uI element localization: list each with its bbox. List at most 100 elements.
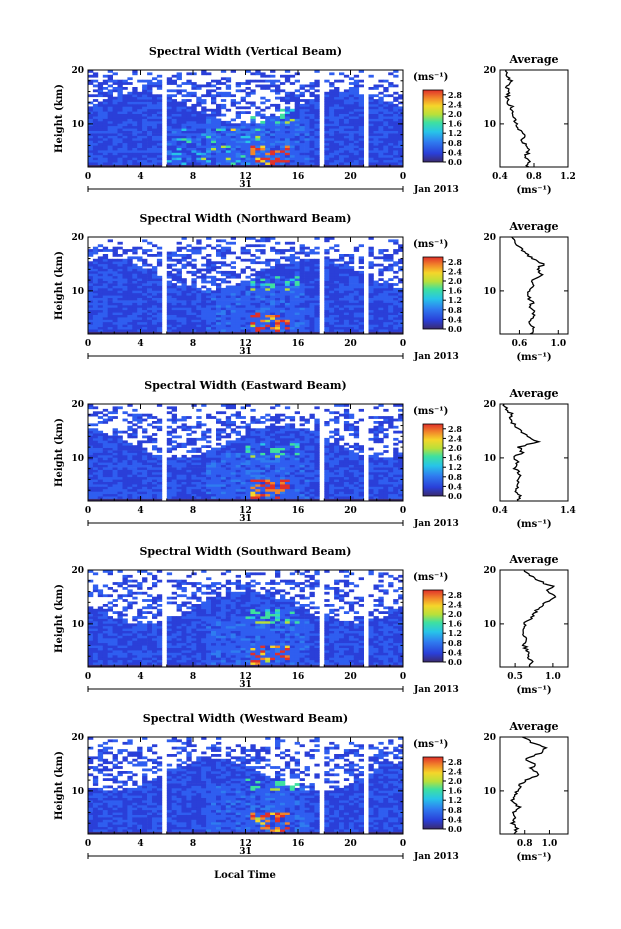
heatmap-cell — [235, 133, 241, 136]
heatmap-cell — [156, 82, 163, 85]
heatmap-cell — [122, 101, 128, 105]
heatmap-cell — [398, 159, 404, 163]
heatmap-cell — [373, 283, 379, 286]
heatmap-cell — [137, 331, 143, 335]
heatmap-cell — [294, 312, 300, 315]
heatmap-cell — [398, 331, 404, 335]
heatmap-cell — [137, 476, 143, 480]
heatmap-cell — [92, 142, 99, 146]
heatmap-cell — [147, 157, 153, 161]
heatmap-cell — [240, 285, 246, 289]
heatmap-cell — [206, 469, 212, 473]
heatmap-cell — [166, 113, 173, 117]
heatmap-cell — [334, 244, 340, 248]
heatmap-cell — [250, 297, 256, 301]
heatmap-cell — [304, 280, 310, 284]
heatmap-cell — [132, 152, 138, 156]
heatmap-cell — [132, 108, 138, 112]
heatmap-cell — [171, 317, 177, 320]
heatmap-cell — [334, 96, 340, 100]
heatmap-cell — [211, 331, 217, 335]
heatmap-cell — [339, 135, 345, 139]
heatmap-cell — [122, 285, 128, 289]
heatmap-cell — [122, 287, 128, 291]
heatmap-cell — [378, 256, 384, 260]
heatmap-cell — [137, 488, 143, 492]
heatmap-cell — [186, 462, 192, 465]
heatmap-cell — [260, 237, 266, 240]
heatmap-cell — [171, 137, 177, 141]
heatmap-cell — [137, 99, 143, 102]
heatmap-cell — [88, 413, 94, 417]
heatmap-cell — [142, 493, 148, 497]
heatmap-cell — [206, 237, 212, 240]
heatmap-cell — [166, 462, 173, 465]
heatmap-cell — [92, 435, 99, 439]
heatmap-cell — [373, 106, 379, 110]
heatmap-cell — [201, 484, 207, 487]
heatmap-cell — [220, 312, 227, 315]
heatmap-cell — [393, 140, 399, 144]
heatmap-cell — [97, 324, 104, 328]
heatmap-cell — [156, 486, 163, 490]
heatmap-cell — [176, 290, 182, 294]
heatmap-cell — [127, 302, 133, 306]
heatmap-cell — [156, 329, 163, 332]
heatmap-cell — [117, 329, 123, 332]
heatmap-cell — [358, 280, 364, 284]
heatmap-cell — [230, 406, 236, 410]
heatmap-cell — [186, 319, 192, 323]
heatmap-cell — [329, 120, 335, 124]
heatmap-cell — [265, 152, 271, 156]
heatmap-cell — [353, 103, 360, 107]
heatmap-cell — [107, 290, 113, 294]
heatmap-cell — [122, 140, 128, 144]
heatmap-cell — [88, 261, 94, 265]
heatmap-cell — [102, 471, 109, 475]
heatmap-cell — [265, 278, 271, 281]
heatmap-cell — [142, 118, 148, 122]
heatmap-cell — [270, 79, 276, 83]
heatmap-cell — [220, 317, 227, 320]
heatmap-cell — [102, 474, 109, 478]
heatmap-cell — [166, 258, 173, 262]
heatmap-cell — [334, 290, 340, 294]
heatmap-cell — [265, 275, 271, 279]
heatmap-cell — [147, 331, 153, 335]
heatmap-cell — [206, 459, 212, 463]
heatmap-cell — [176, 292, 182, 296]
heatmap-cell — [156, 133, 163, 136]
heatmap-cell — [211, 116, 217, 119]
heatmap-cell — [216, 251, 222, 255]
heatmap-cell — [299, 106, 305, 110]
heatmap-cell — [240, 251, 246, 255]
heatmap-cell — [398, 164, 404, 168]
heatmap-cell — [304, 290, 310, 294]
heatmap-cell — [275, 96, 281, 100]
heatmap-cell — [107, 319, 113, 323]
heatmap-cell — [152, 133, 158, 136]
heatmap-cell — [181, 152, 187, 156]
heatmap-cell — [152, 270, 158, 274]
heatmap-cell — [147, 140, 153, 144]
heatmap-cell — [265, 268, 271, 272]
heatmap-cell — [152, 498, 158, 502]
heatmap-cell — [378, 142, 384, 146]
heatmap-cell — [186, 450, 192, 453]
heatmap-cell — [117, 254, 123, 257]
heatmap-cell — [373, 326, 379, 330]
heatmap-cell — [137, 297, 143, 301]
heatmap-cell — [216, 87, 222, 90]
heatmap-cell — [255, 72, 261, 76]
heatmap-cell — [122, 430, 128, 434]
heatmap-cell — [127, 488, 133, 492]
heatmap-cell — [230, 300, 236, 303]
heatmap-cell — [112, 261, 118, 265]
heatmap-cell — [225, 445, 232, 448]
heatmap-cell — [250, 101, 256, 105]
heatmap-cell — [225, 77, 232, 81]
heatmap-cell — [147, 467, 153, 470]
heatmap-cell — [339, 142, 345, 146]
heatmap-cell — [92, 84, 99, 88]
heatmap-cell — [339, 152, 345, 156]
